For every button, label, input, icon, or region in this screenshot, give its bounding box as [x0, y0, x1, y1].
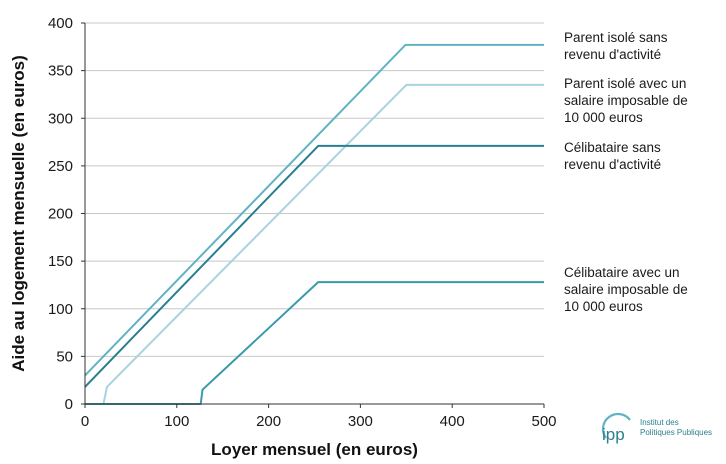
series-line-0 [84, 43, 544, 377]
legend-celibataire-avec-salaire: Célibataire avec un salaire imposable de… [564, 264, 724, 315]
legend-line: revenu d'activité [564, 157, 662, 172]
legend-celibataire-sans-revenu: Célibataire sans revenu d'activité [564, 139, 724, 173]
logo-text: Institut des Politiques Publiques [640, 418, 712, 438]
y-tick-label-150: 150 [48, 253, 73, 270]
y-tick-label-200: 200 [48, 206, 73, 223]
x-tick-label-200: 200 [256, 413, 281, 430]
legend-parent-isole-sans-revenu: Parent isolé sans revenu d'activité [564, 29, 724, 63]
y-tick-label-0: 0 [65, 396, 73, 413]
logo-line-1: Institut des [640, 418, 679, 427]
legend-line: salaire imposable de [564, 93, 688, 108]
legend-line: Célibataire avec un [564, 265, 680, 280]
legend-parent-isole-avec-salaire: Parent isolé avec un salaire imposable d… [564, 75, 724, 126]
tick-labels: 0 100 200 300 400 500 0 50 100 150 200 250 300 350 400 [48, 15, 557, 430]
y-tick-label-350: 350 [48, 63, 73, 80]
x-tick-label-100: 100 [164, 413, 189, 430]
legend-line: 10 000 euros [564, 299, 643, 314]
y-axis-title: Aide au logement mensuelle (en euros) [9, 55, 28, 371]
legend-line: revenu d'activité [564, 47, 662, 62]
legend-line: 10 000 euros [564, 110, 643, 125]
y-tick-label-300: 300 [48, 110, 73, 127]
x-tick-label-500: 500 [531, 413, 556, 430]
axes [81, 22, 545, 408]
x-tick-label-400: 400 [440, 413, 465, 430]
y-tick-label-50: 50 [56, 348, 73, 365]
x-tick-label-300: 300 [348, 413, 373, 430]
x-axis-title: Loyer mensuel (en euros) [211, 440, 418, 459]
series-lines [84, 43, 544, 405]
gridlines [85, 22, 544, 405]
x-tick-label-0: 0 [81, 413, 89, 430]
y-tick-label-100: 100 [48, 301, 73, 318]
series-line-3 [85, 281, 544, 405]
series-line-2 [84, 144, 544, 388]
y-tick-label-400: 400 [48, 15, 73, 32]
ipp-logo: ipp Institut des Politiques Publiques [600, 412, 720, 452]
legend-line: Parent isolé sans [564, 30, 668, 45]
ipp-logo-mark: ipp [601, 412, 631, 444]
legend-line: salaire imposable de [564, 282, 688, 297]
logo-line-2: Politiques Publiques [640, 428, 713, 437]
legend-line: Parent isolé avec un [564, 76, 687, 91]
logo-mark-text: ipp [602, 425, 625, 444]
y-tick-label-250: 250 [48, 158, 73, 175]
legend-line: Célibataire sans [564, 140, 661, 155]
